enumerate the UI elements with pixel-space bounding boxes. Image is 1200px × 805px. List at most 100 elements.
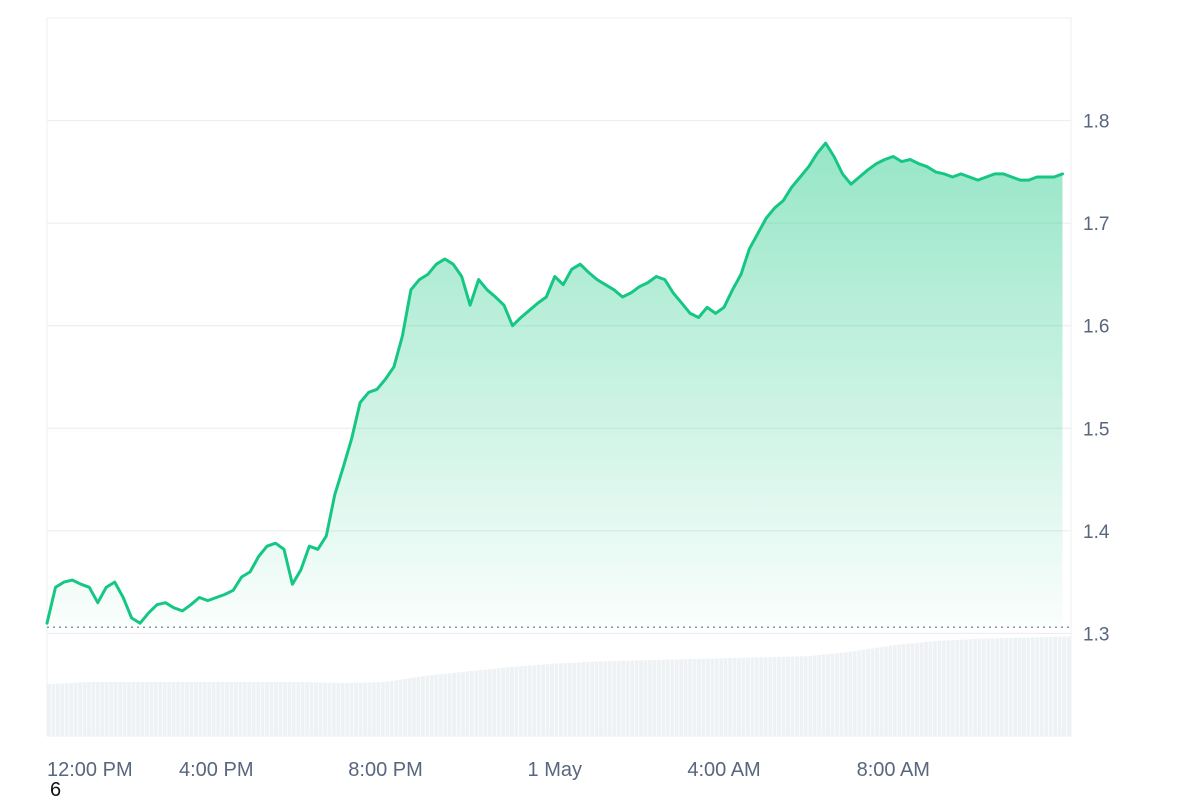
volume-bar [594, 661, 599, 736]
volume-bar [87, 682, 91, 736]
volume-bar [1030, 637, 1035, 736]
volume-bar [287, 682, 292, 736]
volume-bar [799, 656, 804, 736]
volume-bar [109, 682, 114, 736]
volume-bar [964, 639, 968, 736]
volume-bar [527, 665, 532, 736]
volume-bar [1022, 637, 1026, 736]
volume-bar [131, 682, 136, 736]
volume-bar [323, 682, 327, 736]
volume-bar [625, 660, 630, 736]
volume-bar [100, 682, 105, 736]
volume-bar [225, 682, 229, 736]
volume-bar [282, 682, 287, 736]
volume-bar [1035, 637, 1040, 736]
volume-bar [857, 650, 862, 736]
volume-bar [1044, 637, 1049, 736]
volume-bar [688, 659, 692, 736]
volume-bar [777, 656, 782, 736]
x-tick-label: 1 May [528, 759, 582, 781]
volume-bar [233, 682, 238, 736]
volume-bar [932, 640, 937, 736]
volume-bar [986, 638, 991, 736]
volume-bar [723, 658, 728, 736]
volume-bar [1057, 636, 1062, 736]
volume-bar [1004, 638, 1009, 736]
volume-bar [429, 675, 434, 736]
volume-bar [60, 683, 65, 736]
volume-bar [817, 654, 822, 736]
volume-bar [750, 657, 755, 736]
volume-bar [737, 657, 741, 736]
volume-bar [171, 682, 176, 736]
volume-bar [505, 667, 510, 736]
volume-bar [634, 660, 639, 736]
volume-bar [541, 664, 546, 736]
volume-bar [977, 638, 982, 736]
volume-bar [679, 659, 684, 736]
volume-bar [732, 657, 737, 736]
volume-bar [176, 682, 180, 736]
volume-bar [643, 660, 648, 736]
x-axis-ticks: 12:00 PM 4:00 PM 8:00 PM 1 May 4:00 AM 8:00 A… [47, 759, 930, 781]
volume-bar [207, 682, 212, 736]
volume-bar [995, 638, 1000, 736]
volume-bar [888, 645, 893, 736]
x-tick-label: 4:00 AM [687, 759, 760, 781]
volume-bar [73, 682, 78, 736]
volume-bar [465, 671, 470, 736]
volume-bar [781, 656, 786, 736]
volume-bar [474, 670, 479, 736]
volume-bar [380, 682, 385, 736]
volume-bar [518, 666, 523, 736]
volume-bar [64, 683, 69, 736]
volume-bar [612, 661, 617, 736]
y-tick-label: 1.6 [1083, 317, 1109, 338]
volume-bar [198, 682, 203, 736]
volume-bar [136, 682, 140, 736]
volume-bar [616, 660, 621, 736]
volume-bar [469, 670, 474, 736]
volume-bar [892, 645, 897, 736]
volume-bar [118, 682, 123, 736]
volume-bar [300, 682, 305, 736]
volume-bar [336, 682, 341, 736]
volume-bar [919, 642, 924, 736]
volume-bar [278, 682, 283, 736]
volume-bar [113, 682, 118, 736]
volume-bar [345, 682, 350, 736]
volume-bar [915, 642, 920, 736]
volume-bar [1026, 637, 1031, 736]
x-tick-label: 4:00 PM [179, 759, 253, 781]
volume-bar [1008, 637, 1013, 736]
volume-bar [656, 659, 661, 736]
volume-bar [363, 682, 367, 736]
volume-bar [251, 682, 256, 736]
volume-bar [950, 640, 955, 736]
volume-bar [621, 660, 626, 736]
x-tick-label: 8:00 AM [857, 759, 930, 781]
y-axis-ticks: 1.3 1.4 1.5 1.6 1.7 1.8 [1083, 112, 1110, 646]
volume-bar [937, 640, 942, 736]
volume-bar [180, 682, 185, 736]
volume-bar [104, 682, 109, 736]
volume-bar [510, 666, 514, 736]
volume-bar [928, 641, 933, 736]
volume-bar [216, 682, 221, 736]
volume-bar [153, 682, 158, 736]
volume-bar [959, 639, 964, 736]
volume-bar [812, 655, 817, 736]
volume-bar [701, 658, 706, 736]
y-tick-label: 1.5 [1083, 419, 1109, 440]
volume-bar [425, 675, 430, 736]
volume-bar [398, 679, 403, 736]
volume-bar [269, 682, 274, 736]
volume-bar [238, 682, 243, 736]
volume-bar [144, 682, 149, 736]
x-tick-label: 8:00 PM [348, 759, 422, 781]
volume-bar [496, 668, 501, 736]
volume-bar [599, 661, 603, 736]
volume-bar [492, 668, 497, 736]
volume-bar [78, 682, 83, 736]
volume-bar [82, 682, 87, 736]
